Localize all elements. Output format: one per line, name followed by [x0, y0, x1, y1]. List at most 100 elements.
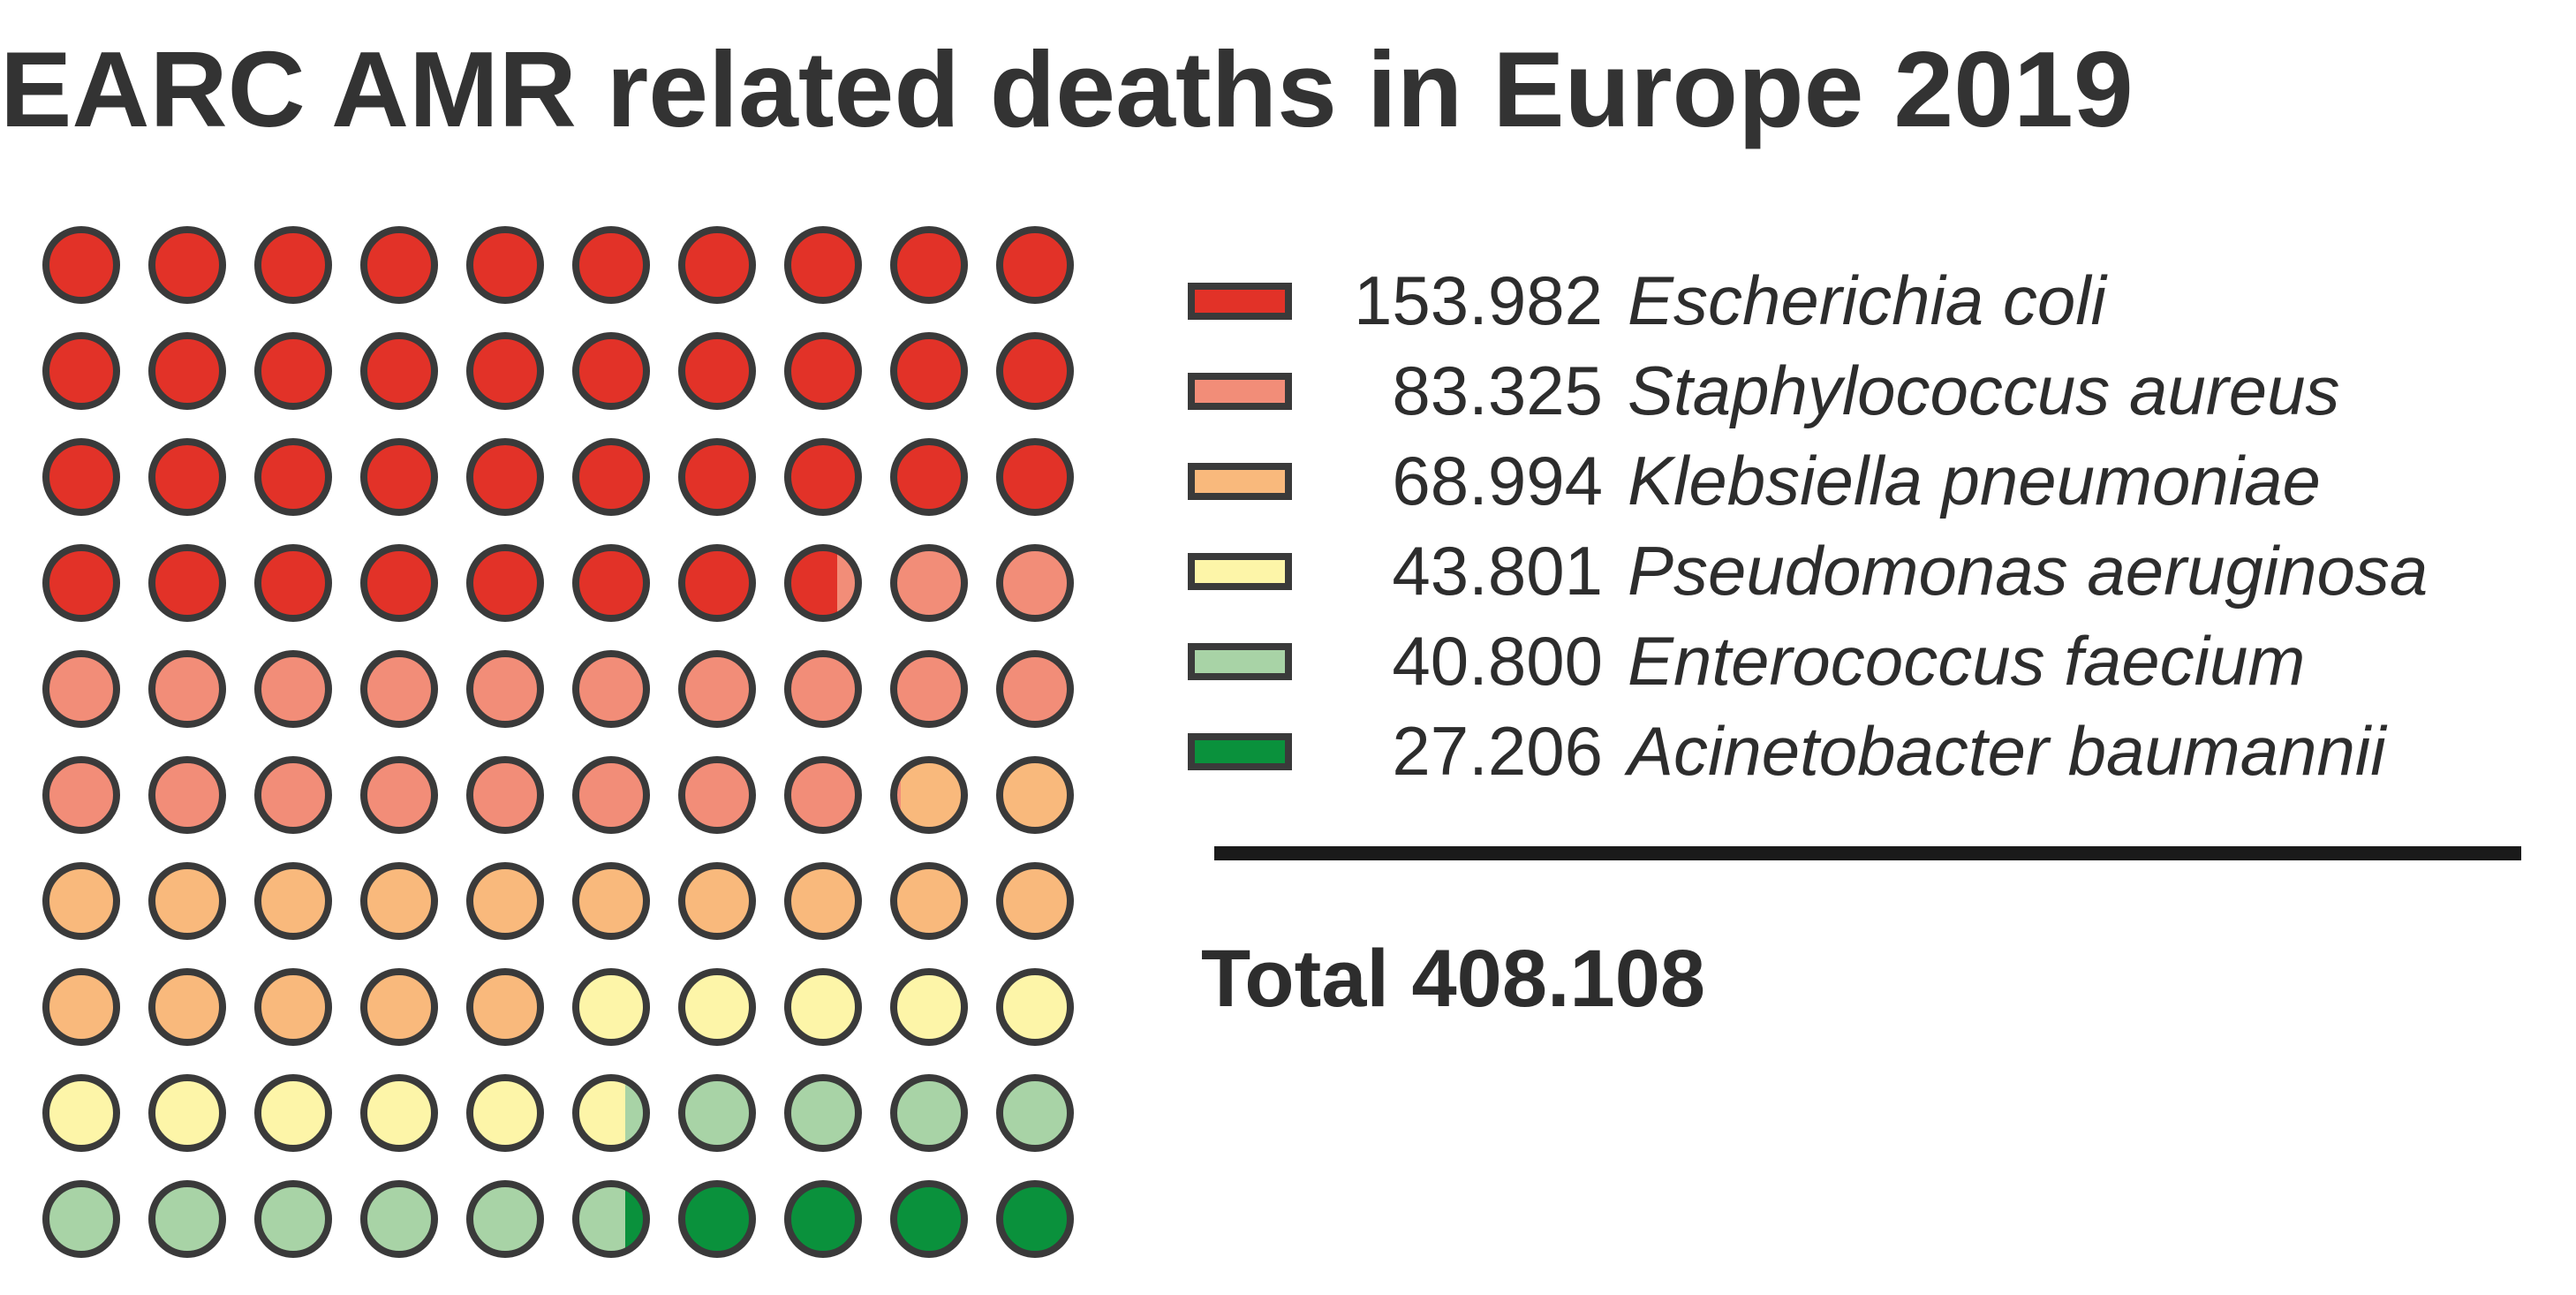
waffle-cell — [360, 438, 438, 516]
waffle-cell — [254, 226, 332, 304]
waffle-cell — [42, 544, 120, 622]
waffle-cell — [360, 1074, 438, 1152]
waffle-cell-outline — [784, 438, 862, 516]
waffle-cell-outline — [466, 332, 544, 410]
waffle-cell-outline — [360, 1074, 438, 1152]
waffle-cell — [572, 544, 650, 622]
waffle-cell — [996, 862, 1074, 940]
waffle-cell — [784, 968, 862, 1046]
waffle-cell-outline — [678, 1074, 756, 1152]
waffle-cell — [784, 226, 862, 304]
waffle-cell — [784, 1180, 862, 1258]
waffle-cell-outline — [466, 438, 544, 516]
waffle-cell-outline — [42, 438, 120, 516]
waffle-cell-outline — [996, 968, 1074, 1046]
legend-item: 40.800 Enterococcus faecium — [1188, 622, 2576, 712]
total-divider — [1214, 846, 2521, 860]
waffle-cell-outline — [466, 1074, 544, 1152]
waffle-cell — [890, 650, 968, 728]
waffle-cell-outline — [42, 862, 120, 940]
waffle-cell — [890, 438, 968, 516]
waffle-cell — [890, 1074, 968, 1152]
waffle-cell-outline — [360, 226, 438, 304]
waffle-cell — [996, 968, 1074, 1046]
waffle-cell-outline — [360, 544, 438, 622]
waffle-cell — [784, 862, 862, 940]
waffle-cell-outline — [42, 1074, 120, 1152]
waffle-cell-outline — [360, 968, 438, 1046]
waffle-cell — [784, 650, 862, 728]
waffle-cell-outline — [890, 1074, 968, 1152]
waffle-cell — [42, 226, 120, 304]
waffle-cell — [572, 1180, 650, 1258]
waffle-cell-fill — [894, 760, 902, 830]
waffle-cell — [466, 226, 544, 304]
waffle-cell — [254, 756, 332, 834]
waffle-cell — [890, 756, 968, 834]
legend-swatch — [1188, 373, 1292, 410]
waffle-cell — [254, 862, 332, 940]
waffle-cell-outline — [678, 544, 756, 622]
waffle-cell — [466, 1180, 544, 1258]
legend-value: 68.994 — [1392, 442, 1603, 519]
waffle-cell — [890, 968, 968, 1046]
waffle-cell — [572, 1074, 650, 1152]
waffle-cell-outline — [42, 1180, 120, 1258]
waffle-cell — [996, 544, 1074, 622]
waffle-cell-outline — [254, 438, 332, 516]
waffle-cell — [42, 332, 120, 410]
waffle-cell-outline — [42, 332, 120, 410]
waffle-cell — [42, 438, 120, 516]
waffle-cell-outline — [890, 438, 968, 516]
waffle-cell-outline — [996, 1180, 1074, 1258]
waffle-cell-outline — [254, 1180, 332, 1258]
waffle-cell-outline — [148, 862, 226, 940]
waffle-cell — [996, 650, 1074, 728]
waffle-cell-outline — [42, 226, 120, 304]
waffle-cell-outline — [254, 544, 332, 622]
waffle-cell — [784, 438, 862, 516]
waffle-cell-outline — [466, 756, 544, 834]
waffle-cell-outline — [254, 862, 332, 940]
waffle-cell — [254, 438, 332, 516]
waffle-cell-outline — [678, 332, 756, 410]
waffle-cell-outline — [784, 756, 862, 834]
legend-swatch — [1188, 733, 1292, 770]
waffle-cell — [254, 1074, 332, 1152]
legend-swatch — [1188, 463, 1292, 500]
waffle-cell — [42, 862, 120, 940]
waffle-cell-outline — [996, 862, 1074, 940]
legend-value: 83.325 — [1392, 352, 1603, 429]
waffle-cell-outline — [890, 650, 968, 728]
waffle-cell — [678, 438, 756, 516]
waffle-cell — [42, 968, 120, 1046]
waffle-cell-outline — [360, 438, 438, 516]
waffle-cell — [678, 226, 756, 304]
legend-item: 68.994 Klebsiella pneumoniae — [1188, 443, 2576, 532]
waffle-cell-outline — [42, 544, 120, 622]
waffle-cell-outline — [148, 968, 226, 1046]
waffle-cell — [678, 544, 756, 622]
waffle-cell — [572, 438, 650, 516]
legend-name: Klebsiella pneumoniae — [1628, 442, 2321, 519]
waffle-cell-outline — [148, 1180, 226, 1258]
waffle-cell-outline — [360, 650, 438, 728]
legend-name: Acinetobacter baumannii — [1628, 712, 2386, 790]
waffle-cell — [148, 1180, 226, 1258]
legend-value: 40.800 — [1392, 622, 1603, 700]
legend-name: Escherichia coli — [1628, 261, 2106, 339]
waffle-cell-outline — [42, 968, 120, 1046]
waffle-cell-outline — [254, 968, 332, 1046]
waffle-cell-outline — [42, 756, 120, 834]
waffle-cell — [784, 332, 862, 410]
legend-value: 153.982 — [1354, 261, 1603, 339]
waffle-cell — [678, 650, 756, 728]
waffle-cell-outline — [148, 1074, 226, 1152]
waffle-cell — [148, 862, 226, 940]
waffle-cell — [678, 1180, 756, 1258]
waffle-cell — [996, 332, 1074, 410]
waffle-cell — [996, 1180, 1074, 1258]
waffle-cell-outline — [360, 756, 438, 834]
waffle-cell-outline — [784, 1180, 862, 1258]
waffle-cell — [784, 1074, 862, 1152]
